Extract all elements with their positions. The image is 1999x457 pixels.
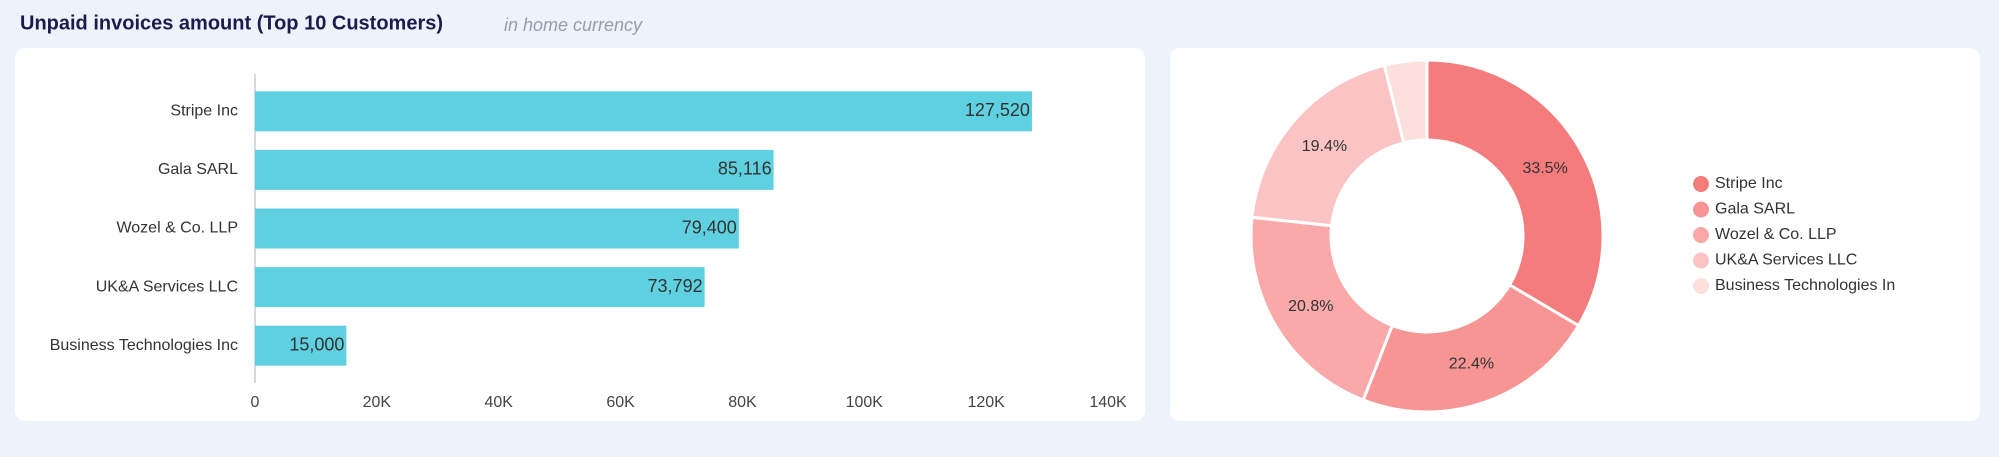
- legend-swatch: [1693, 176, 1709, 192]
- x-tick-label: 80K: [728, 394, 757, 411]
- slice-label: 33.5%: [1522, 160, 1567, 177]
- legend-swatch: [1693, 201, 1709, 218]
- title: Unpaid invoices amount (Top 10 Customers…: [20, 12, 443, 34]
- x-tick-label: 40K: [484, 394, 513, 411]
- legend-swatch: [1693, 252, 1709, 269]
- legend: Stripe Inc Gala SARL Wozel & Co. LLP UK&A S…: [1693, 175, 1903, 294]
- bar: [255, 208, 739, 249]
- slice: [1250, 63, 1406, 228]
- slice: [1361, 282, 1581, 414]
- x-tick-label: 20K: [363, 394, 392, 411]
- slice-label: 19.4%: [1302, 138, 1347, 155]
- x-tick-label: 120K: [967, 394, 1005, 411]
- legend-label: Wozel & Co. LLP: [1715, 226, 1837, 243]
- bar-chart: 0 20K 40K 60K 80K 100K 120K 140K Stripe Inc 127,5…: [50, 74, 1127, 411]
- legend-label: Business Technologies Inc: [1715, 277, 1903, 294]
- slice: [1382, 58, 1429, 145]
- y-tick-label: Gala SARL: [158, 161, 238, 178]
- legend-label: Gala SARL: [1715, 201, 1795, 218]
- y-tick-label: Wozel & Co. LLP: [116, 220, 238, 237]
- bar: [255, 325, 347, 366]
- value-label: 73,792: [648, 276, 703, 296]
- value-label: 85,116: [718, 159, 772, 179]
- x-tick-label: 140K: [1089, 394, 1127, 411]
- x-tick-label: 100K: [846, 394, 884, 411]
- legend-swatch: [1693, 227, 1709, 243]
- bar: [255, 149, 774, 190]
- x-tick-label: 0: [251, 394, 260, 411]
- slice-label: 20.8%: [1288, 298, 1333, 315]
- value-label: 15,000: [289, 334, 344, 354]
- subtitle: in home currency: [504, 15, 643, 35]
- y-tick-label: UK&A Services LLC: [96, 278, 238, 295]
- legend-label: Stripe Inc: [1715, 175, 1783, 192]
- slice: [1425, 58, 1605, 328]
- slice-label: 22.4%: [1449, 356, 1494, 373]
- value-label: 79,400: [682, 217, 737, 237]
- y-tick-label: Business Technologies Inc: [50, 337, 238, 354]
- bar: [255, 267, 705, 308]
- legend-label: UK&A Services LLC: [1715, 252, 1857, 269]
- slice: [1249, 215, 1395, 402]
- legend-swatch: [1693, 278, 1709, 294]
- value-label: 127,520: [965, 100, 1030, 120]
- bar: [255, 91, 1032, 132]
- x-tick-label: 60K: [606, 394, 635, 411]
- y-tick-label: Stripe Inc: [170, 103, 238, 120]
- pie-chart: 33.5% 22.4% 20.8% 19.4%: [1249, 58, 1605, 414]
